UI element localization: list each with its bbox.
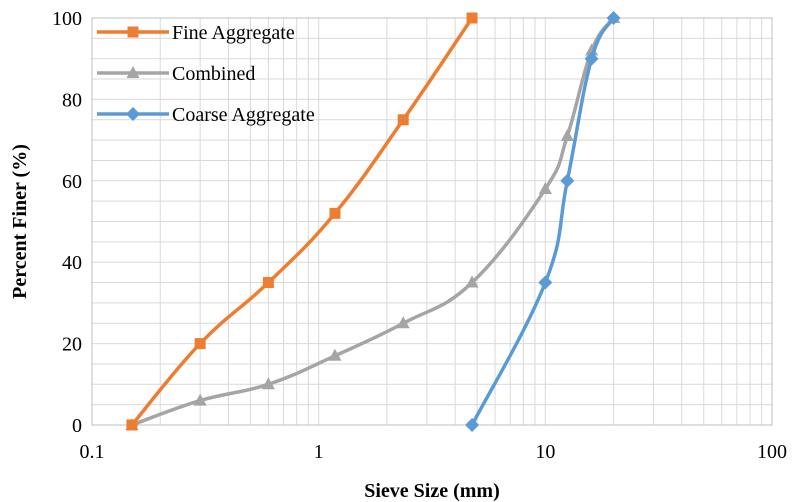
axis-titles: Sieve Size (mm) Percent Finer (%) — [9, 144, 500, 502]
data-point-fine-aggregate — [194, 338, 206, 350]
data-point-combined — [396, 316, 410, 329]
legend-marker — [126, 66, 140, 78]
y-tick-label: 20 — [62, 334, 82, 356]
legend-marker — [126, 107, 140, 121]
x-tick-label: 100 — [757, 441, 787, 463]
data-point-combined — [465, 275, 479, 288]
data-point-combined — [193, 393, 207, 406]
series-coarse-aggregate — [465, 11, 621, 432]
data-point-combined — [328, 348, 342, 361]
data-point-coarse-aggregate — [465, 418, 480, 432]
x-tick-label: 0.1 — [80, 441, 105, 463]
x-tick-label: 10 — [535, 441, 555, 463]
plot-frame — [91, 17, 773, 426]
legend-item-coarse-aggregate: Coarse Aggregate — [97, 104, 315, 126]
y-tick-label: 100 — [52, 8, 82, 30]
data-point-fine-aggregate — [262, 277, 274, 289]
legend-marker — [127, 26, 139, 38]
data-point-coarse-aggregate — [560, 173, 575, 188]
y-axis-title: Percent Finer (%) — [9, 144, 31, 299]
data-point-coarse-aggregate — [538, 275, 553, 290]
x-tick-label: 1 — [314, 441, 324, 463]
legend: Fine Aggregate Combined Coarse Aggregate — [97, 22, 315, 126]
legend-item-combined: Combined — [97, 63, 255, 85]
data-point-combined — [261, 377, 275, 390]
x-axis-title: Sieve Size (mm) — [364, 480, 500, 502]
series-line-fine-aggregate — [130, 17, 474, 427]
data-point-fine-aggregate — [466, 12, 478, 24]
data-point-fine-aggregate — [126, 419, 138, 431]
legend-label: Combined — [172, 63, 255, 85]
data-point-combined — [538, 181, 552, 194]
data-point-fine-aggregate — [329, 207, 341, 219]
plot-axes — [91, 17, 773, 426]
series-fine-aggregate — [126, 12, 478, 431]
data-point-fine-aggregate — [397, 114, 409, 126]
plot-series — [125, 11, 621, 432]
y-tick-label: 80 — [62, 89, 82, 111]
y-tick-label: 0 — [72, 415, 82, 437]
series-line-combined — [131, 16, 616, 427]
y-tick-label: 40 — [62, 252, 82, 274]
legend-label: Coarse Aggregate — [172, 104, 315, 126]
y-tick-label: 60 — [62, 171, 82, 193]
data-point-coarse-aggregate — [606, 11, 621, 25]
legend-item-fine-aggregate: Fine Aggregate — [97, 22, 295, 44]
data-point-coarse-aggregate — [584, 51, 599, 66]
legend-label: Fine Aggregate — [172, 22, 295, 44]
data-point-combined — [560, 129, 574, 142]
tick-labels: 0.1 1 10 100 0 20 40 60 80 100 — [52, 8, 787, 463]
